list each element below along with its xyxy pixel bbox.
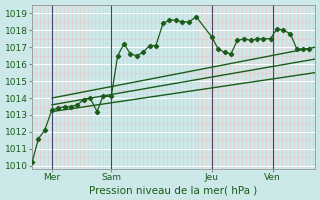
X-axis label: Pression niveau de la mer( hPa ): Pression niveau de la mer( hPa ): [90, 185, 258, 195]
